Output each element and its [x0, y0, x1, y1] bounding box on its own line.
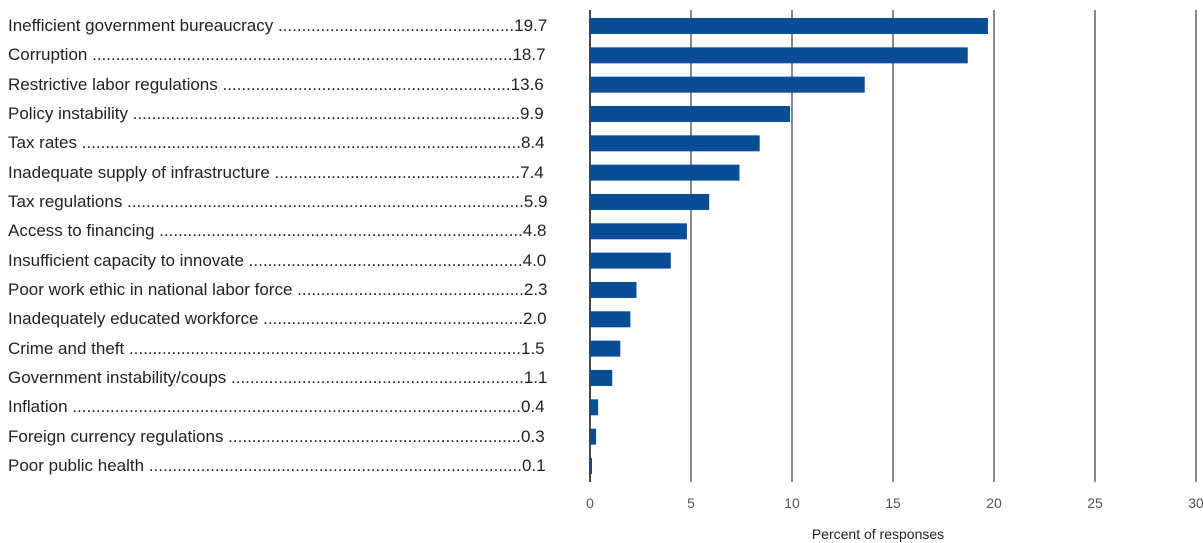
value-label: 4.8: [522, 221, 547, 241]
category-row: Inflation ..............................…: [8, 395, 545, 419]
category-label: Inflation: [8, 397, 68, 417]
dot-leader: ........................................…: [217, 74, 511, 94]
dot-leader: ........................................…: [154, 221, 523, 241]
category-row: Tax regulations ........................…: [8, 190, 547, 214]
dot-leader: ........................................…: [67, 397, 521, 417]
value-label: 2.3: [523, 279, 548, 299]
category-row: Policy instability .....................…: [8, 102, 544, 126]
x-tick-label: 20: [986, 495, 1002, 511]
dot-leader: ........................................…: [269, 162, 521, 182]
category-row: Restrictive labor regulations ..........…: [8, 73, 544, 97]
value-label: 7.4: [520, 162, 544, 182]
category-label: Inadequately educated workforce: [8, 309, 259, 329]
category-label: Poor work ethic in national labor force: [8, 279, 293, 299]
dot-leader: ........................................…: [273, 16, 515, 35]
x-tick-label: 25: [1087, 495, 1103, 511]
dot-leader: ........................................…: [258, 309, 523, 329]
x-tick-label: 10: [784, 495, 800, 511]
category-label: Policy instability: [8, 103, 128, 123]
category-label: Corruption: [8, 45, 88, 65]
bar-8: [590, 223, 687, 240]
x-tick-label: 30: [1188, 495, 1203, 511]
bar-13: [590, 369, 613, 386]
value-label: 2.0: [522, 309, 547, 329]
category-row: Government instability/coups ...........…: [8, 366, 547, 390]
category-row: Inadequately educated workforce ........…: [8, 307, 547, 331]
category-row: Inefficient government bureaucracy .....…: [8, 14, 547, 38]
bar-7: [590, 193, 710, 210]
bar-10: [590, 281, 637, 298]
value-label: 19.7: [514, 16, 548, 35]
category-label: Inefficient government bureaucracy: [8, 16, 274, 35]
value-label: 4.0: [522, 250, 547, 270]
bar-15: [590, 428, 597, 445]
dot-leader: ........................................…: [226, 367, 524, 387]
bar-5: [590, 135, 760, 152]
bar-3: [590, 76, 865, 93]
category-label: Restrictive labor regulations: [8, 74, 218, 94]
category-label: Crime and theft: [8, 338, 125, 358]
value-label: 0.1: [521, 455, 546, 475]
dot-leader: ........................................…: [124, 338, 521, 358]
dot-leader: ........................................…: [76, 133, 521, 153]
value-label: 9.9: [520, 103, 544, 123]
value-label: 0.4: [520, 397, 545, 417]
category-label: Government instability/coups: [8, 367, 227, 387]
category-label: Inadequate supply of infrastructure: [8, 162, 270, 182]
bar-11: [590, 311, 631, 328]
category-row: Corruption .............................…: [8, 43, 546, 67]
bar-9: [590, 252, 671, 269]
category-row: Crime and theft ........................…: [8, 337, 545, 361]
category-row: Foreign currency regulations ...........…: [8, 425, 545, 449]
bar-1: [590, 18, 988, 34]
value-label: 18.7: [512, 45, 546, 65]
dot-leader: ........................................…: [122, 191, 524, 211]
value-label: 1.5: [520, 338, 545, 358]
category-row: Poor public health .....................…: [8, 454, 546, 478]
x-tick-label: 5: [687, 495, 695, 511]
bar-12: [590, 340, 621, 357]
dot-leader: ........................................…: [87, 45, 513, 65]
category-label: Access to financing: [8, 221, 155, 241]
value-label: 0.3: [521, 426, 545, 446]
category-label: Foreign currency regulations: [8, 426, 224, 446]
category-row: Inadequate supply of infrastructure ....…: [8, 161, 544, 185]
category-label: Tax rates: [8, 133, 77, 153]
dot-leader: ........................................…: [144, 455, 522, 475]
x-axis-label: Percent of responses: [812, 526, 944, 542]
x-tick-label: 0: [586, 495, 594, 511]
category-label: Insufficient capacity to innovate: [8, 250, 244, 270]
category-row: Insufficient capacity to innovate ......…: [8, 249, 546, 273]
category-label: Poor public health: [8, 455, 145, 475]
bar-16: [590, 457, 593, 474]
bar-4: [590, 105, 790, 122]
bar-6: [590, 164, 740, 181]
value-label: 8.4: [520, 133, 545, 153]
category-row: Access to financing ....................…: [8, 219, 547, 243]
dot-leader: ........................................…: [243, 250, 523, 270]
x-tick-label: 15: [885, 495, 901, 511]
dot-leader: ........................................…: [128, 103, 521, 123]
value-label: 13.6: [510, 74, 544, 94]
category-row: Tax rates ..............................…: [8, 131, 545, 155]
dot-leader: ........................................…: [223, 426, 522, 446]
category-row: Poor work ethic in national labor force …: [8, 278, 548, 302]
category-label: Tax regulations: [8, 191, 123, 211]
value-label: 1.1: [523, 367, 548, 387]
bar-2: [590, 47, 968, 64]
dot-leader: ........................................…: [292, 279, 524, 299]
bar-14: [590, 399, 599, 416]
value-label: 5.9: [523, 191, 548, 211]
